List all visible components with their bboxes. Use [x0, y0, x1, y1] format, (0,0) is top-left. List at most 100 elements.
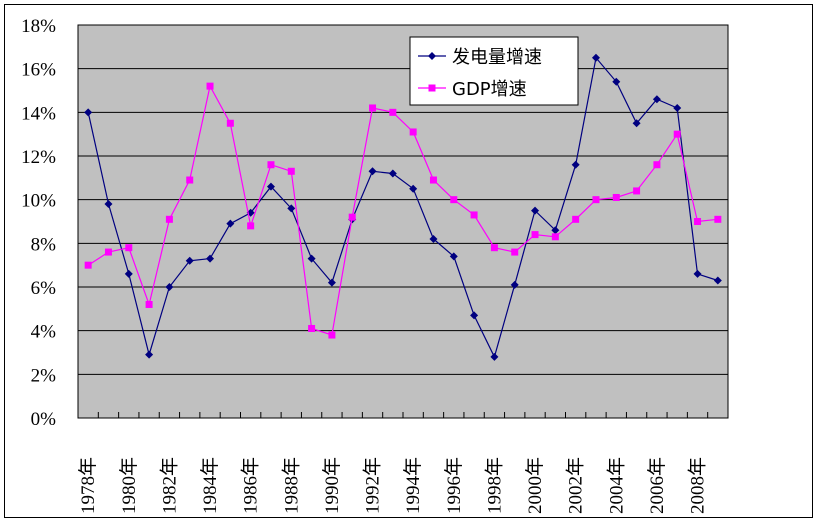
- diamond-marker-icon: [165, 283, 174, 291]
- diamond-marker-icon: [632, 119, 641, 128]
- y-tick-label: 2%: [31, 365, 57, 386]
- legend-label: 发电量增速: [452, 47, 542, 68]
- square-marker-icon: [673, 130, 681, 138]
- x-tick-label: 1998年: [483, 457, 505, 514]
- y-tick-label: 12%: [21, 147, 56, 168]
- square-marker-icon: [714, 215, 722, 223]
- y-tick-label: 4%: [31, 322, 57, 343]
- y-tick-label: 6%: [31, 278, 57, 299]
- diamond-marker-icon: [185, 256, 194, 265]
- diamond-marker-icon: [591, 53, 600, 62]
- diamond-marker-icon: [104, 200, 113, 209]
- x-tick-label: 1982年: [158, 457, 180, 514]
- diamond-marker-icon: [571, 160, 580, 169]
- square-marker-icon: [511, 248, 519, 256]
- x-tick-label: 1992年: [362, 457, 384, 514]
- square-marker-icon: [450, 196, 458, 204]
- diamond-marker-icon: [652, 95, 661, 104]
- diamond-marker-icon: [124, 269, 133, 278]
- square-marker-icon: [409, 128, 417, 136]
- series-gdp: [84, 82, 722, 339]
- y-tick-label: 14%: [21, 103, 56, 124]
- series-electricity: [84, 53, 722, 361]
- square-marker-icon: [572, 215, 580, 223]
- square-marker-icon: [551, 233, 559, 241]
- square-marker-icon: [226, 119, 234, 127]
- legend: 发电量增速 GDP增速: [409, 36, 579, 106]
- x-tick-label: 1986年: [240, 457, 262, 514]
- x-tick-label: 1978年: [77, 457, 99, 514]
- diamond-marker-icon: [490, 352, 499, 361]
- square-marker-icon: [470, 211, 478, 219]
- x-tick-label: 2002年: [565, 457, 587, 514]
- x-tick-label: 2000年: [524, 457, 546, 514]
- x-tick-label: 1994年: [402, 457, 424, 514]
- y-tick-label: 16%: [21, 60, 56, 81]
- diamond-marker-icon: [84, 108, 93, 117]
- diamond-marker-icon: [470, 311, 479, 320]
- x-tick-label: 1988年: [280, 457, 302, 514]
- diamond-marker-icon: [145, 350, 154, 359]
- square-marker-icon: [429, 176, 437, 184]
- square-marker-icon: [694, 218, 702, 225]
- diamond-marker-icon: [429, 234, 438, 243]
- square-marker-icon: [287, 167, 295, 175]
- y-tick-label: 0%: [31, 409, 57, 430]
- square-marker-icon: [267, 161, 275, 169]
- x-axis: 1978年 1980年 1982年 1984年 1986年 1988年 1990年 1992年…: [77, 412, 709, 514]
- series-lines: [84, 53, 722, 361]
- square-marker-icon: [389, 108, 397, 116]
- diamond-marker-icon: [673, 103, 682, 112]
- x-tick-label: 1990年: [321, 457, 343, 514]
- square-marker-icon: [186, 176, 194, 184]
- square-marker-icon: [165, 215, 173, 223]
- diamond-marker-icon: [510, 280, 519, 289]
- legend-box: [409, 36, 579, 106]
- diamond-marker-icon: [388, 169, 397, 178]
- diamond-marker-icon: [226, 219, 235, 228]
- y-tick-label: 8%: [31, 234, 57, 255]
- x-tick-label: 2006年: [646, 457, 668, 514]
- plot-area: [77, 24, 729, 419]
- diamond-marker-icon: [206, 254, 215, 263]
- square-marker-icon: [84, 261, 92, 269]
- legend-label: GDP增速: [452, 79, 527, 100]
- diamond-marker-icon: [551, 226, 560, 235]
- diamond-marker-icon: [409, 184, 418, 193]
- y-tick-label: 10%: [21, 191, 56, 212]
- diamond-marker-icon: [612, 77, 621, 86]
- square-marker-icon: [369, 104, 377, 112]
- square-marker-icon: [145, 300, 153, 308]
- x-tick-label: 2004年: [605, 457, 627, 514]
- square-marker-icon: [490, 244, 498, 252]
- legend-item-gdp: GDP增速: [418, 79, 527, 100]
- diamond-marker-icon: [531, 206, 540, 215]
- diamond-marker-icon: [449, 252, 458, 261]
- diamond-marker-icon: [327, 278, 336, 287]
- diamond-marker-icon: [428, 52, 436, 60]
- square-marker-icon: [531, 231, 539, 239]
- square-marker-icon: [125, 244, 133, 252]
- diamond-marker-icon: [287, 204, 296, 213]
- y-axis: 0% 2% 4% 6% 8% 10% 12% 14% 16% 18%: [21, 16, 56, 430]
- x-tick-label: 2008年: [687, 457, 709, 514]
- diamond-marker-icon: [713, 276, 722, 285]
- diamond-marker-icon: [266, 182, 275, 191]
- plot-background: [77, 24, 729, 419]
- square-marker-icon: [612, 193, 620, 201]
- square-marker-icon: [633, 187, 641, 195]
- x-tick-label: 1980年: [118, 457, 140, 514]
- square-marker-icon: [247, 222, 255, 230]
- square-marker-icon: [428, 84, 436, 92]
- diamond-marker-icon: [693, 269, 702, 278]
- square-marker-icon: [653, 161, 661, 169]
- diamond-marker-icon: [368, 167, 377, 176]
- x-tick-label: 1996年: [443, 457, 465, 514]
- square-marker-icon: [206, 82, 214, 90]
- gridlines: [78, 68, 728, 375]
- legend-item-electricity: 发电量增速: [418, 47, 542, 68]
- square-marker-icon: [592, 196, 600, 204]
- diamond-marker-icon: [307, 254, 316, 263]
- square-marker-icon: [348, 213, 356, 221]
